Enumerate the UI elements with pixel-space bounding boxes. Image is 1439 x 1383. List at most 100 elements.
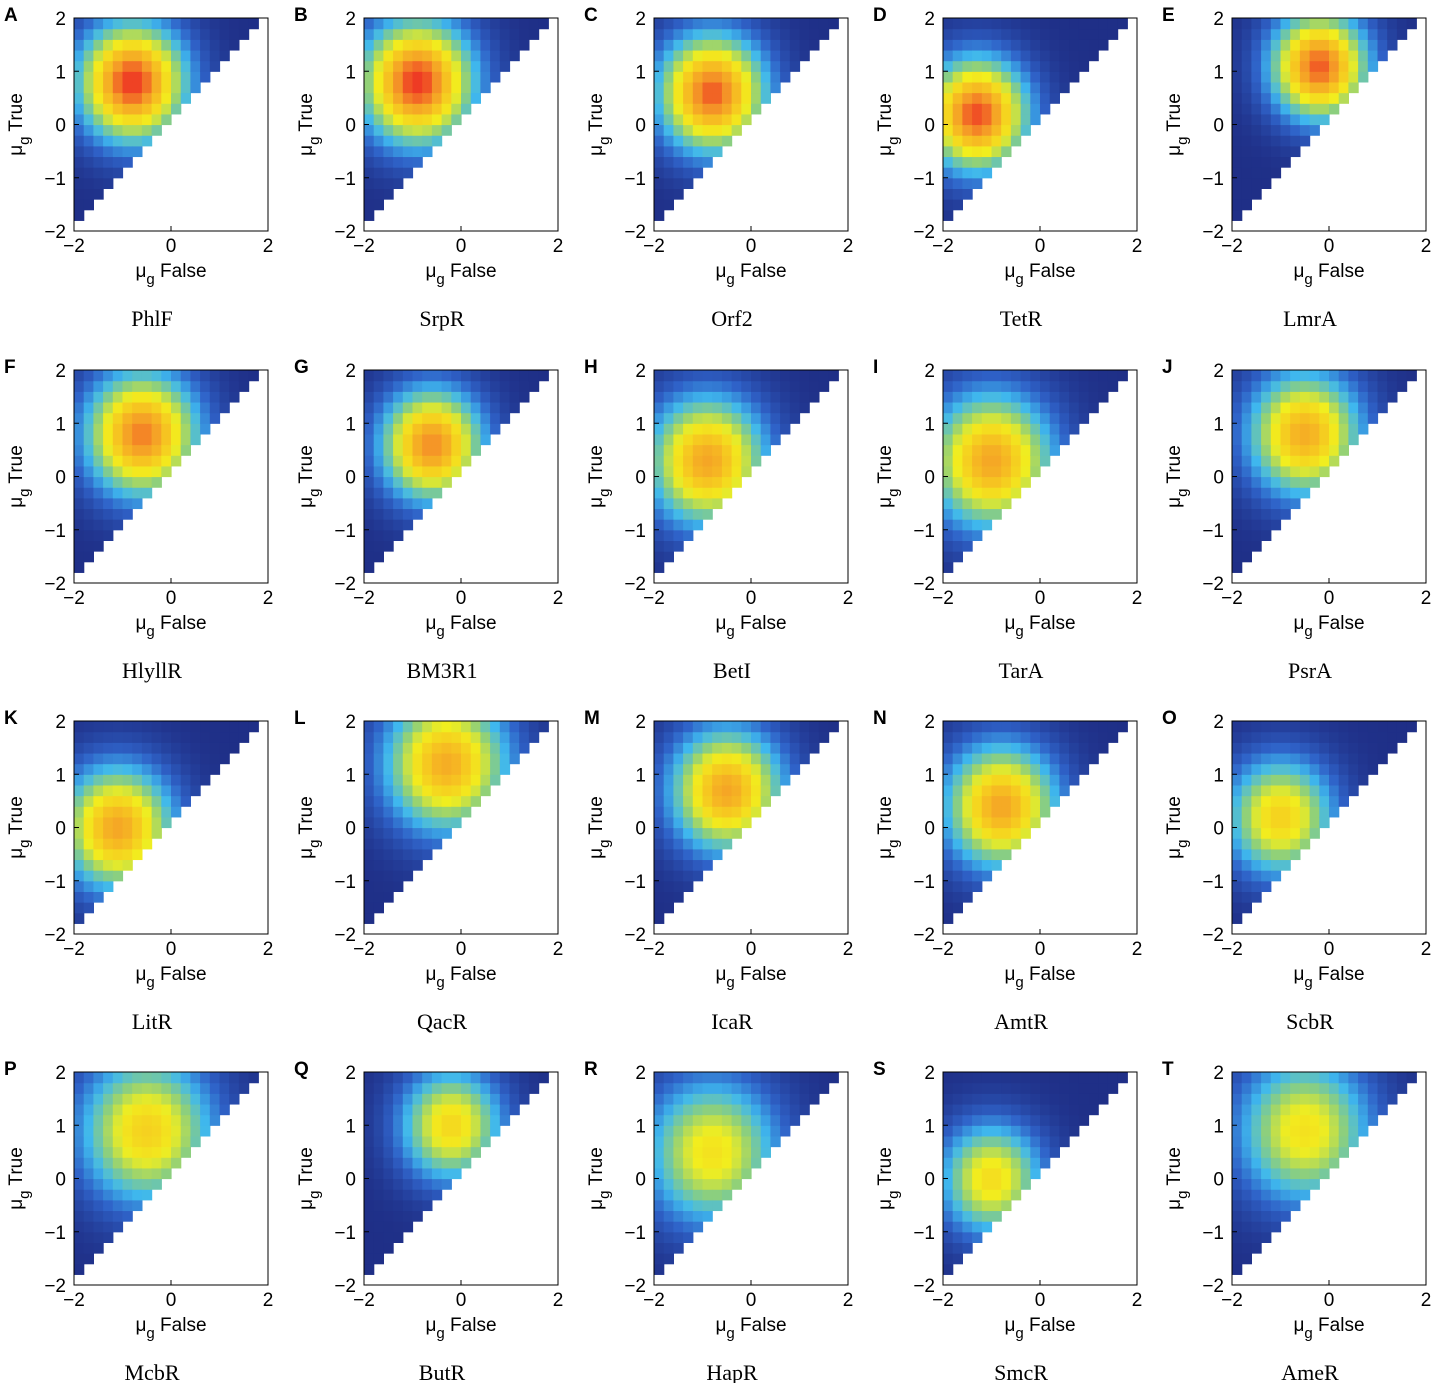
heat-cell	[751, 433, 762, 446]
heat-cell	[809, 742, 820, 754]
heat-cell	[683, 1114, 694, 1126]
heat-cell	[943, 795, 954, 807]
y-tick-label: 2	[924, 1063, 935, 1084]
heat-cell	[461, 1114, 472, 1126]
heat-cell	[103, 433, 114, 446]
heat-cell	[702, 1093, 713, 1105]
heat-cell	[402, 1167, 414, 1180]
heat-cell	[702, 859, 713, 871]
heat-cell	[991, 731, 1002, 743]
heat-cell	[112, 1199, 124, 1212]
heat-cell	[383, 455, 394, 467]
heat-cell	[132, 784, 143, 797]
heat-cell	[1348, 752, 1359, 765]
heat-cell	[991, 370, 1002, 382]
heat-cell	[470, 1135, 481, 1148]
heat-cell	[364, 742, 375, 754]
heat-cell	[692, 28, 704, 40]
heat-cell	[1078, 412, 1090, 424]
heat-cell	[721, 444, 733, 456]
heat-cell	[692, 71, 704, 83]
heat-cell	[470, 18, 481, 30]
heat-cell	[451, 113, 462, 126]
heat-cell	[1367, 380, 1379, 392]
heat-cell	[1348, 742, 1359, 754]
heat-cell	[74, 731, 85, 743]
heat-cell	[383, 752, 394, 765]
heat-cell	[1319, 49, 1330, 62]
heat-cell	[741, 113, 752, 126]
heat-cell	[1261, 1146, 1272, 1158]
heat-cell	[1406, 370, 1417, 382]
heat-cell	[1309, 49, 1320, 62]
heat-cell	[1078, 60, 1090, 72]
heat-cell	[962, 1221, 973, 1233]
heat-cell	[981, 795, 993, 807]
heat-cell	[731, 423, 742, 435]
heat-cell	[731, 401, 742, 414]
heat-cell	[1338, 60, 1349, 72]
heat-cell	[83, 103, 94, 115]
heat-cell	[1001, 380, 1012, 392]
heat-cell	[663, 1210, 674, 1222]
heat-cell	[364, 848, 375, 861]
heat-cell	[393, 806, 404, 818]
heat-cell	[943, 81, 954, 94]
heat-cell	[190, 1125, 201, 1137]
heat-cell	[991, 1125, 1002, 1137]
heat-cell	[93, 1199, 104, 1212]
heat-cell	[952, 39, 963, 51]
heat-cell	[702, 806, 713, 818]
heat-cell	[373, 1082, 384, 1094]
heat-cell	[1290, 1146, 1301, 1158]
heat-cell	[1377, 370, 1388, 382]
heat-cell	[1299, 1093, 1311, 1105]
heat-cell	[480, 774, 491, 786]
heat-cell	[1241, 1221, 1252, 1233]
x-tick-label: 0	[456, 939, 467, 960]
heat-cell	[93, 167, 104, 179]
heat-cell	[490, 1125, 501, 1137]
heat-cell	[1232, 529, 1243, 541]
heat-cell	[1319, 1082, 1330, 1094]
heat-cell	[190, 28, 201, 40]
heat-cell	[952, 1114, 963, 1126]
gene-name: QacR	[417, 1009, 467, 1034]
heat-cell	[219, 1093, 230, 1105]
heat-cell	[431, 731, 443, 743]
heat-cell	[151, 1146, 162, 1158]
heat-cell	[1309, 433, 1320, 446]
heat-cell	[663, 39, 674, 51]
heat-cell	[412, 476, 423, 488]
heat-cell	[1319, 721, 1330, 733]
heat-cell	[422, 1199, 433, 1212]
heat-cell	[1040, 752, 1051, 765]
heat-cell	[103, 487, 114, 499]
heat-cell	[943, 188, 954, 200]
heat-cell	[180, 784, 191, 797]
heat-cell	[83, 476, 94, 488]
heat-cell	[1117, 1072, 1128, 1084]
heat-cell	[93, 1082, 104, 1094]
heat-cell	[132, 838, 143, 850]
heat-cell	[1280, 455, 1291, 467]
heat-cell	[132, 412, 143, 424]
heat-cell	[1001, 18, 1012, 30]
heat-cell	[1329, 81, 1340, 94]
heat-cell	[972, 1103, 983, 1116]
heat-cell	[1049, 71, 1060, 83]
heat-cell	[93, 60, 104, 72]
heat-cell	[789, 391, 801, 403]
heat-cell	[431, 1093, 443, 1105]
heat-cell	[972, 1082, 983, 1094]
heat-cell	[692, 838, 704, 850]
heat-cell	[103, 870, 114, 882]
heat-cell	[692, 1221, 704, 1233]
heat-cell	[1088, 1082, 1099, 1094]
heat-cell	[1280, 487, 1291, 499]
heat-cell	[1280, 1189, 1291, 1201]
heat-cell	[663, 1253, 674, 1265]
x-tick-label: −2	[932, 236, 954, 257]
heat-cell	[441, 39, 452, 51]
heat-cell	[364, 902, 375, 914]
